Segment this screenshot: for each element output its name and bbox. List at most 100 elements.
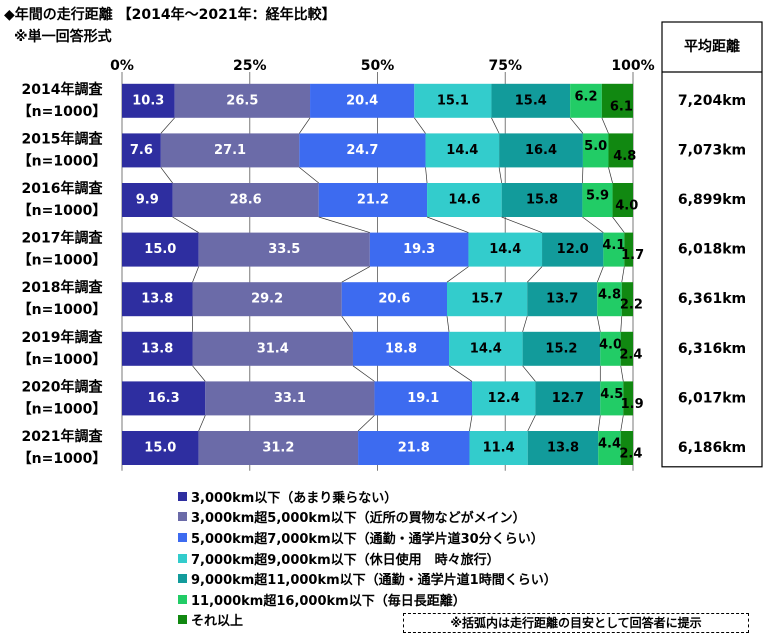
connector-line xyxy=(601,117,609,134)
bar-segment xyxy=(600,331,621,366)
bar-segment xyxy=(122,133,161,168)
data-label: 14.4 xyxy=(470,341,502,356)
connector-line xyxy=(160,167,173,184)
connector-line xyxy=(596,316,601,332)
note-box: ※括弧内は走行距離の目安として回答者に提示 xyxy=(403,613,749,633)
connector-line xyxy=(341,266,371,283)
data-label: 4.5 xyxy=(600,387,623,402)
bar-segment xyxy=(608,133,633,168)
bar-segment xyxy=(499,133,583,168)
bar-segment xyxy=(624,232,633,267)
connector-line xyxy=(172,216,199,233)
legend-swatch xyxy=(178,491,187,501)
x-tick-label: 0% xyxy=(110,58,134,74)
legend-swatch xyxy=(178,553,187,563)
data-label: 21.2 xyxy=(357,193,389,208)
category-label: 2017年調査 xyxy=(22,230,104,247)
bar-segment xyxy=(522,331,601,366)
data-label: 18.8 xyxy=(385,341,417,356)
data-label: 6.2 xyxy=(574,89,597,104)
avg-value: 6,361km xyxy=(678,291,746,307)
data-label: 13.7 xyxy=(546,292,578,307)
data-label: 33.1 xyxy=(274,391,306,406)
category-label: 2014年調査 xyxy=(22,81,104,98)
stacked-bar-chart: 0% 25% 50% 75% 100% 平均距離 10.3 26.5 20.4 15.1 15.4 6… xyxy=(18,21,763,471)
x-tick-label: 100% xyxy=(611,58,654,74)
legend-swatch xyxy=(178,512,187,522)
bar-segment xyxy=(620,431,633,465)
data-label: 4.0 xyxy=(599,337,622,352)
category-sample-size: 【n=1000】 xyxy=(18,104,107,120)
bar-segment xyxy=(318,183,428,217)
connector-line xyxy=(501,216,543,233)
data-label: 5.0 xyxy=(584,139,607,154)
bar-segment xyxy=(192,282,342,317)
chart-title: ◆年間の走行距離 【2014年～2021年：経年比較】 xyxy=(4,7,336,23)
bar-segment xyxy=(449,331,523,366)
data-label: 31.4 xyxy=(257,341,289,356)
data-label: 4.8 xyxy=(613,149,636,164)
data-label: 15.0 xyxy=(144,242,176,257)
bar-segment xyxy=(122,381,206,416)
connector-line xyxy=(425,167,428,184)
data-label: 2.4 xyxy=(619,347,642,362)
connector-line xyxy=(596,266,604,283)
bar-segment xyxy=(299,133,426,168)
bar-segment xyxy=(623,381,633,416)
data-label: 10.3 xyxy=(132,93,164,108)
connector-line xyxy=(620,365,624,382)
legend-swatch xyxy=(178,574,187,584)
data-label: 4.0 xyxy=(615,199,638,214)
bar-segment xyxy=(621,282,633,317)
bar-segment xyxy=(192,331,353,366)
data-label: 15.7 xyxy=(471,292,503,307)
data-label: 20.4 xyxy=(346,93,378,108)
data-label: 13.8 xyxy=(141,292,173,307)
avg-value: 6,899km xyxy=(678,192,746,208)
bar-segment xyxy=(358,431,470,465)
bar-segment xyxy=(122,183,173,217)
data-label: 2.4 xyxy=(619,447,642,462)
data-label: 12.7 xyxy=(552,391,584,406)
connector-line xyxy=(527,415,536,432)
connector-line xyxy=(352,365,375,382)
connector-line xyxy=(341,315,354,333)
bar-segment xyxy=(582,183,613,217)
bar-segment xyxy=(527,431,599,465)
connector-line xyxy=(621,266,625,283)
legend-label: 5,000km超7,000km以下（通勤・通学片道30分くらい） xyxy=(191,531,544,547)
bar-segment xyxy=(620,331,633,366)
data-label: 16.4 xyxy=(525,143,557,158)
legend-item: 3,000km超5,000km以下（近所の買物などがメイン） xyxy=(178,507,557,528)
data-label: 13.8 xyxy=(547,441,579,456)
connector-line xyxy=(446,266,469,283)
bar-segment xyxy=(341,282,447,317)
data-label: 4.1 xyxy=(602,238,625,253)
category-sample-size: 【n=1000】 xyxy=(18,203,107,219)
bar-segment xyxy=(601,83,633,118)
connector-line xyxy=(414,117,426,134)
bar-segment xyxy=(198,232,370,267)
bar-segment xyxy=(582,133,609,168)
x-tick-label: 50% xyxy=(361,58,395,74)
avg-value: 7,204km xyxy=(678,93,746,109)
bar-segment xyxy=(172,183,319,217)
bar-segment xyxy=(472,381,536,416)
avg-value: 7,073km xyxy=(678,142,746,158)
legend-item: 3,000km以下（あまり乗らない） xyxy=(178,486,557,507)
category-label: 2020年調査 xyxy=(22,378,104,395)
connector-line xyxy=(491,117,500,134)
legend-swatch xyxy=(178,594,187,604)
connector-line xyxy=(192,365,206,382)
avg-table-frame xyxy=(661,21,763,468)
bar-segment xyxy=(122,431,199,465)
bar-segment xyxy=(603,232,625,267)
x-tick-label: 25% xyxy=(233,58,267,74)
legend-item: 5,000km超7,000km以下（通勤・通学片道30分くらい） xyxy=(178,527,557,548)
legend-item: 11,000km超16,000km以下（毎日長距離） xyxy=(178,589,557,610)
data-label: 1.7 xyxy=(621,248,644,263)
connector-line xyxy=(448,365,473,382)
data-label: 12.0 xyxy=(557,242,589,257)
data-label: 2.2 xyxy=(620,298,643,313)
connector-line xyxy=(446,316,450,332)
